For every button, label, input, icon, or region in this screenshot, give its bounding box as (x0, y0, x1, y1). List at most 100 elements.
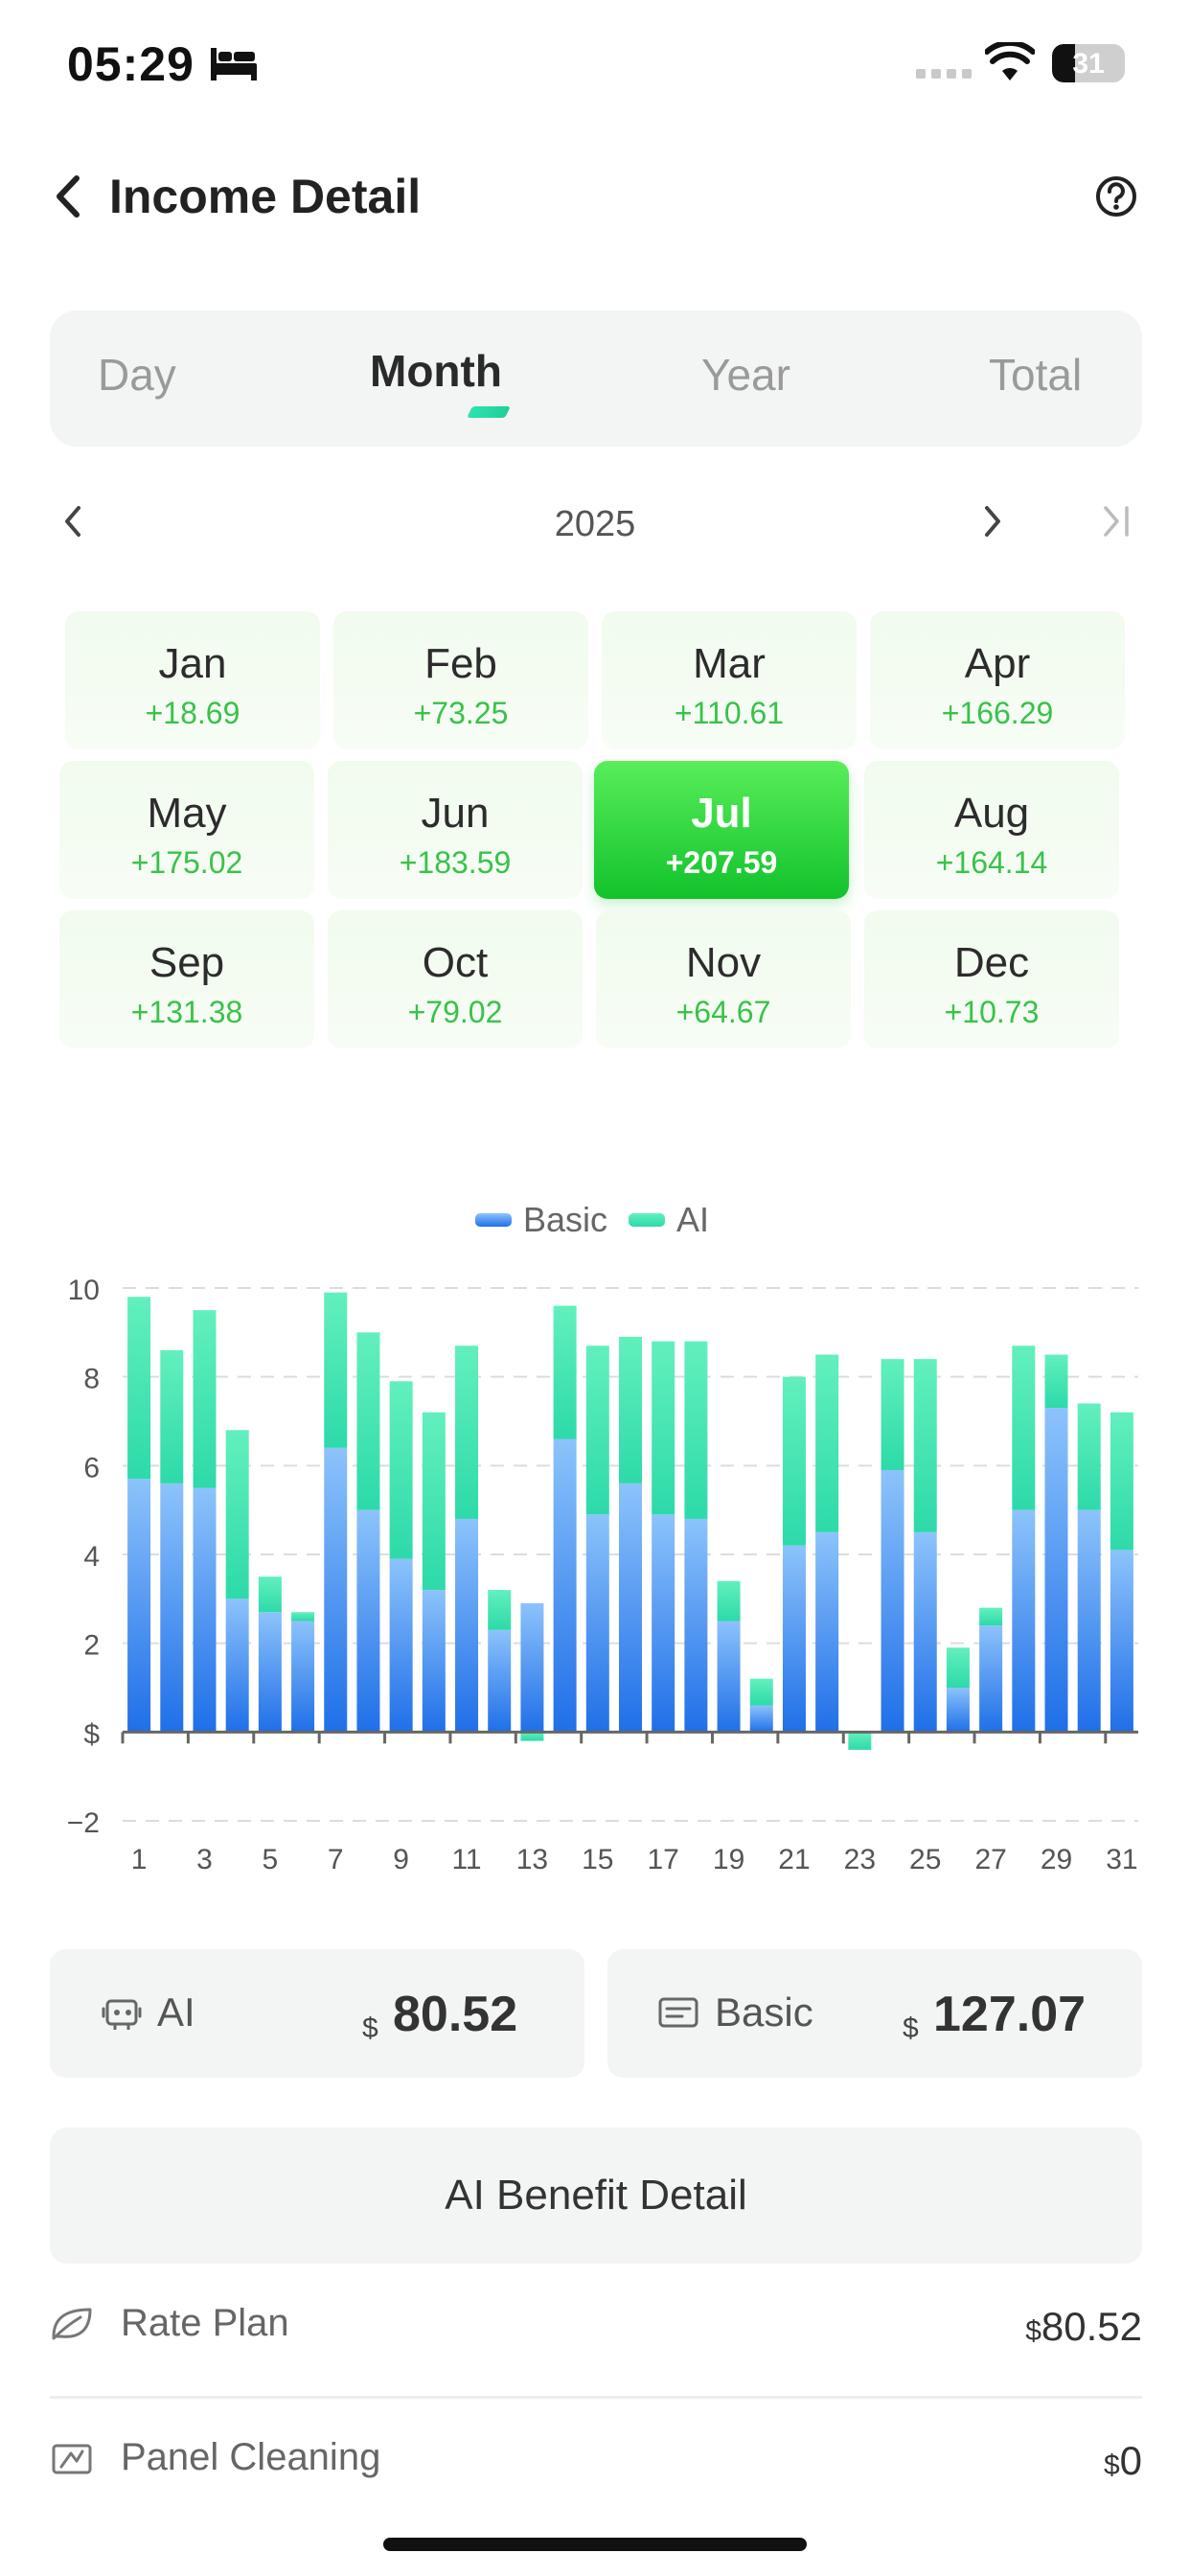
bar-basic (717, 1621, 741, 1733)
legend-label-ai: AI (676, 1200, 709, 1239)
bar-ai (553, 1305, 577, 1439)
x-tick-label: 21 (778, 1844, 810, 1875)
daily-income-chart: Basic AI 10 8 6 4 2 $ −2 1 3 5 7 9 11 13 15 17 19 21 23 25 2… (0, 1179, 1190, 1888)
detail-row-rate-plan[interactable]: Rate Plan $80.52 (50, 2266, 1142, 2398)
back-chevron-icon[interactable] (50, 172, 88, 220)
x-tick-label: 27 (974, 1844, 1006, 1875)
bar-ai (488, 1590, 512, 1630)
month-cell-mar[interactable]: Mar +110.61 (602, 611, 857, 749)
panel-cleaning-icon (52, 2444, 92, 2474)
y-tick-label: $ (83, 1718, 100, 1750)
x-tick-label: 19 (713, 1844, 744, 1875)
detail-amount: 80.52 (1041, 2304, 1142, 2349)
bar-basic (782, 1545, 806, 1733)
robot-icon (102, 1999, 142, 2030)
month-cell-may[interactable]: May +175.02 (59, 761, 314, 899)
x-tick-label: 3 (196, 1844, 213, 1875)
month-cell-oct[interactable]: Oct +79.02 (328, 910, 583, 1048)
bar-basic (291, 1621, 315, 1733)
tab-month[interactable]: Month (370, 346, 502, 396)
bar-basic (1077, 1509, 1101, 1733)
bar-ai (1012, 1346, 1036, 1510)
month-income: +18.69 (145, 696, 240, 730)
page-title: Income Detail (109, 170, 422, 223)
bar-basic (422, 1590, 446, 1733)
bar-basic (455, 1518, 479, 1733)
month-cell-dec[interactable]: Dec +10.73 (864, 910, 1119, 1048)
help-icon[interactable] (1094, 174, 1138, 218)
month-name: Jan (158, 640, 227, 687)
bar-basic (225, 1598, 249, 1733)
row-divider (50, 2396, 1142, 2399)
bar-basic (520, 1602, 544, 1733)
bar-basic (356, 1509, 380, 1733)
bar-ai (782, 1376, 806, 1546)
previous-year-icon[interactable] (59, 502, 88, 540)
bar-ai (946, 1647, 970, 1688)
y-tick-label: 6 (83, 1452, 100, 1484)
month-cell-nov[interactable]: Nov +64.67 (596, 910, 851, 1048)
bar-ai (913, 1359, 937, 1532)
month-cell-sep[interactable]: Sep +131.38 (59, 910, 314, 1048)
last-year-icon[interactable] (1098, 502, 1136, 540)
x-tick-label: 9 (393, 1844, 409, 1875)
x-tick-label: 13 (516, 1844, 548, 1875)
basic-card-label: Basic (715, 1990, 813, 2035)
next-year-icon[interactable] (977, 502, 1006, 540)
month-income: +10.73 (944, 995, 1040, 1029)
bar-basic (488, 1629, 512, 1733)
x-tick-label: 11 (451, 1844, 481, 1875)
bar-ai (881, 1359, 904, 1470)
month-income: +79.02 (407, 995, 503, 1029)
bar-ai (815, 1354, 839, 1532)
bar-ai (127, 1297, 151, 1480)
month-cell-apr[interactable]: Apr +166.29 (870, 611, 1125, 749)
month-cell-jun[interactable]: Jun +183.59 (328, 761, 583, 899)
bar-basic (1012, 1509, 1036, 1733)
y-tick-label: 8 (83, 1364, 100, 1395)
month-name: Mar (693, 640, 766, 687)
month-cell-aug[interactable]: Aug +164.14 (864, 761, 1119, 899)
month-cell-feb[interactable]: Feb +73.25 (333, 611, 588, 749)
bar-ai (848, 1732, 872, 1750)
header: Income Detail (0, 153, 1190, 240)
wifi-icon (985, 42, 1035, 80)
bar-basic (127, 1479, 151, 1733)
ai-card-value: 80.52 (393, 1987, 518, 2042)
bar-basic (946, 1688, 970, 1733)
x-tick-label: 15 (582, 1844, 613, 1875)
ai-income-card[interactable]: AI $ 80.52 (50, 1949, 584, 2078)
basic-income-card[interactable]: Basic $ 127.07 (607, 1949, 1142, 2078)
y-tick-label: −2 (67, 1807, 100, 1839)
bar-ai (749, 1678, 773, 1706)
detail-label: Rate Plan (121, 2302, 289, 2344)
month-name: Jun (421, 790, 490, 837)
bar-ai (324, 1292, 348, 1448)
bar-ai (585, 1346, 609, 1515)
bar-basic (258, 1612, 282, 1733)
tab-total[interactable]: Total (989, 350, 1083, 400)
tab-day[interactable]: Day (98, 350, 176, 400)
leaf-icon (52, 2308, 92, 2340)
detail-label: Panel Cleaning (121, 2436, 381, 2478)
ai-benefit-detail-button[interactable]: AI Benefit Detail (50, 2128, 1142, 2264)
month-name: Sep (149, 939, 225, 986)
bar-basic (553, 1438, 577, 1733)
tab-year[interactable]: Year (701, 350, 790, 400)
period-tabs: Day Month Year Total (50, 310, 1142, 447)
month-income: +131.38 (130, 995, 243, 1029)
detail-row-panel-cleaning[interactable]: Panel Cleaning $0 (50, 2400, 1142, 2486)
bar-ai (389, 1381, 413, 1559)
legend-swatch-ai (629, 1213, 665, 1227)
month-name: Oct (422, 939, 489, 986)
month-income: +73.25 (413, 696, 509, 730)
month-cell-jan[interactable]: Jan +18.69 (65, 611, 320, 749)
ai-card-currency: $ (362, 2012, 378, 2044)
month-income: +183.59 (399, 845, 512, 880)
month-income: +64.67 (675, 995, 771, 1029)
month-cell-jul[interactable]: Jul +207.59 (594, 761, 849, 899)
bar-ai (1044, 1354, 1068, 1409)
detail-value: $0 (1104, 2438, 1142, 2484)
ai-card-label: AI (157, 1990, 195, 2035)
